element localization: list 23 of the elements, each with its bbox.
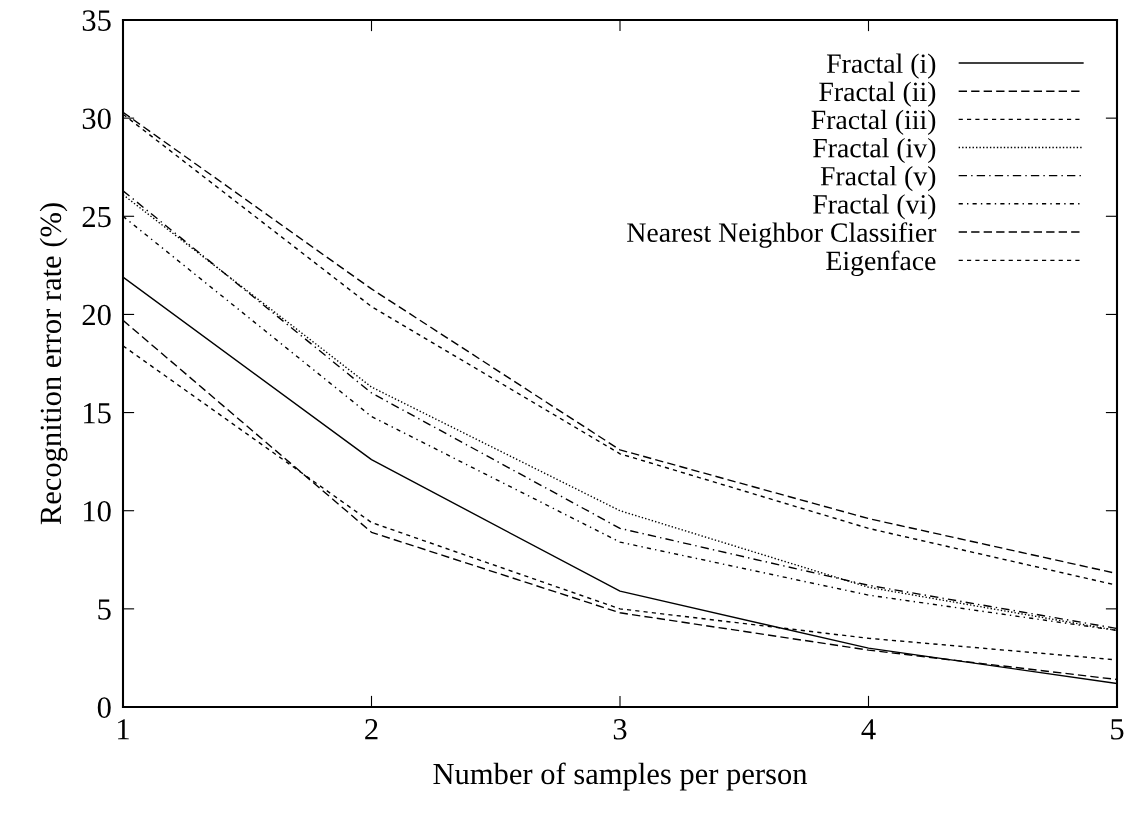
y-tick-label: 25 [82,206,111,228]
legend-label: Fractal (vi) [813,194,936,220]
y-axis-title: Recognition error rate (%) [39,203,68,525]
y-tick-label: 0 [97,697,111,718]
y-tick-label: 30 [82,108,111,130]
x-tick-label: 1 [118,719,129,740]
legend-label: Nearest Neighbor Classifier [627,222,937,248]
y-tick-label: 15 [84,403,111,424]
y-tick-label: 10 [84,501,111,522]
y-tick-label: 5 [98,599,111,620]
x-axis-title: Number of samples per person [433,762,808,791]
x-tick-label: 5 [1111,719,1124,740]
legend-label: Fractal (v) [820,166,936,192]
x-tick-label: 3 [613,719,627,740]
legend-label: Fractal (iii) [811,109,936,135]
legend-label: Fractal (ii) [819,81,936,107]
legend-label: Fractal (i) [826,53,936,79]
x-tick-label: 2 [365,719,378,740]
legend-label: Fractal (iv) [813,137,936,164]
x-tick-label: 4 [861,719,876,740]
y-tick-label: 20 [82,304,111,326]
legend-label: Eigenface [826,250,936,277]
y-tick-label: 35 [82,10,111,31]
